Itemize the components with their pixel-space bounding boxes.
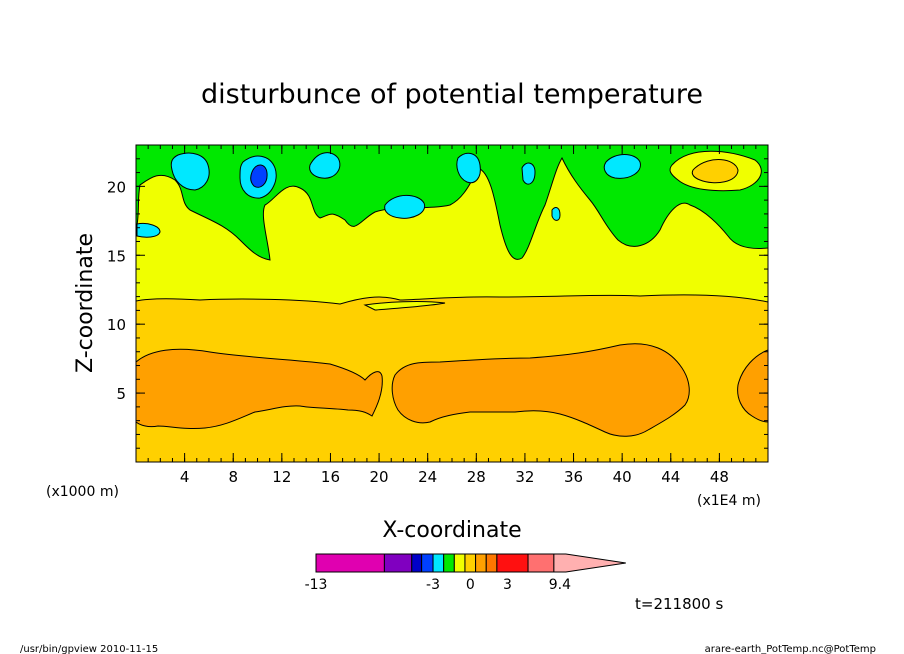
x-tick-label: 12	[272, 468, 291, 486]
x-tick-label: 40	[613, 468, 632, 486]
y-tick-label: 10	[107, 316, 126, 334]
band-neg-1-2	[603, 154, 641, 179]
colorbar-band	[496, 553, 529, 573]
x-tick-label: 16	[321, 468, 340, 486]
band-pos-gt4	[136, 348, 383, 430]
colorbar-band	[421, 553, 434, 573]
colorbar-band	[453, 553, 466, 573]
x-tick-label: 32	[515, 468, 534, 486]
band-neg-1-2	[456, 152, 481, 184]
band-neg-1-2	[551, 207, 561, 221]
footer-left: /usr/bin/gpview 2010-11-15	[20, 644, 158, 654]
x-tick-label: 4	[180, 468, 190, 486]
colorbar-label: 9.4	[549, 577, 571, 593]
band-pos-gt4	[391, 343, 690, 437]
y-axis-label: Z-coordinate	[73, 233, 98, 373]
x-tick-label: 36	[564, 468, 583, 486]
x-axis-label: X-coordinate	[382, 518, 521, 543]
x-tick-label: 44	[661, 468, 680, 486]
colorbar-band	[315, 553, 385, 573]
band-neg-1-2	[136, 223, 161, 238]
band-pos-2-4-right	[691, 159, 739, 184]
x-tick-label: 28	[467, 468, 486, 486]
x-tick-label: 20	[370, 468, 389, 486]
x-unit-right: (x1E4 m)	[697, 493, 761, 509]
band-neg-1-2	[170, 152, 210, 191]
band-neg-1-2	[521, 162, 536, 185]
chart-title: disturbunce of potential temperature	[201, 79, 703, 110]
colorbar-band	[432, 553, 445, 573]
time-label: t=211800 s	[635, 595, 723, 613]
colorbar-band	[443, 553, 455, 573]
x-tick-label: 24	[418, 468, 437, 486]
colorbar-band	[485, 553, 498, 573]
colorbar-band	[527, 553, 555, 573]
band-neg-lt2	[250, 164, 268, 188]
colorbar-band	[553, 553, 626, 573]
band-neg-1-2	[384, 194, 426, 219]
colorbar-band	[464, 553, 477, 573]
x-unit-left: (x1000 m)	[46, 484, 119, 500]
colorbar-band	[411, 553, 423, 573]
colorbar: -13 -3 0 3 9.4	[305, 553, 626, 593]
x-tick-label: 48	[710, 468, 729, 486]
colorbar-label: -3	[426, 577, 440, 593]
band-pos-0-2-tongue	[363, 301, 446, 311]
y-tick-label: 20	[107, 178, 126, 196]
footer-right: arare-earth_PotTemp.nc@PotTemp	[705, 644, 876, 654]
colorbar-label: 3	[503, 577, 512, 593]
colorbar-label: -13	[305, 577, 328, 593]
y-tick-label: 15	[107, 247, 126, 265]
colorbar-label: 0	[466, 577, 475, 593]
colorbar-band	[475, 553, 487, 573]
band-pos-gt4	[737, 349, 768, 423]
band-neg-1-2	[309, 152, 341, 179]
x-tick-label: 8	[228, 468, 238, 486]
contour-plot	[136, 145, 768, 462]
y-tick-label: 5	[116, 385, 126, 403]
colorbar-band	[383, 553, 413, 573]
